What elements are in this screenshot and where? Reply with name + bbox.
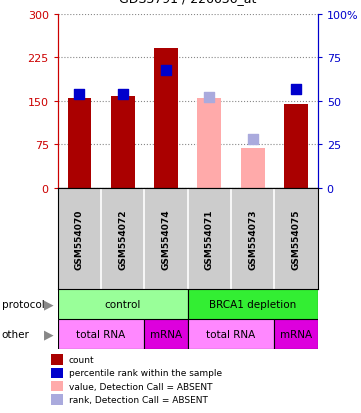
Text: GSM554074: GSM554074 [162, 209, 170, 269]
Text: BRCA1 depletion: BRCA1 depletion [209, 299, 296, 309]
Bar [68, 99, 91, 188]
Text: total RNA: total RNA [206, 329, 256, 339]
Point [77, 91, 82, 98]
Bar [274, 319, 318, 349]
Text: GSM554075: GSM554075 [292, 209, 300, 269]
Bar [188, 319, 274, 349]
Text: count: count [69, 355, 94, 364]
Text: GSM554073: GSM554073 [248, 209, 257, 269]
Bar [188, 290, 318, 319]
Text: ▶: ▶ [44, 298, 53, 311]
Bar [58, 290, 188, 319]
Text: GDS3791 / 226636_at: GDS3791 / 226636_at [119, 0, 256, 5]
Text: control: control [105, 299, 141, 309]
Bar [154, 48, 178, 188]
Text: rank, Detection Call = ABSENT: rank, Detection Call = ABSENT [69, 395, 208, 404]
Bar [111, 97, 135, 188]
Point [163, 67, 169, 74]
Text: GSM554071: GSM554071 [205, 209, 214, 269]
Text: percentile rank within the sample: percentile rank within the sample [69, 368, 222, 377]
Bar [284, 104, 308, 188]
Point [293, 86, 299, 93]
Text: ▶: ▶ [44, 328, 53, 341]
Point [120, 91, 126, 98]
Point [206, 95, 212, 102]
Text: other: other [2, 329, 30, 339]
Text: mRNA: mRNA [150, 329, 182, 339]
Text: value, Detection Call = ABSENT: value, Detection Call = ABSENT [69, 382, 212, 391]
Text: GSM554072: GSM554072 [118, 209, 127, 269]
Bar [144, 319, 188, 349]
Bar [58, 319, 144, 349]
Bar [197, 99, 221, 188]
Text: mRNA: mRNA [280, 329, 312, 339]
Text: GSM554070: GSM554070 [75, 209, 84, 269]
Text: total RNA: total RNA [77, 329, 126, 339]
Text: protocol: protocol [2, 299, 44, 309]
Bar [241, 149, 265, 188]
Point [250, 136, 256, 143]
